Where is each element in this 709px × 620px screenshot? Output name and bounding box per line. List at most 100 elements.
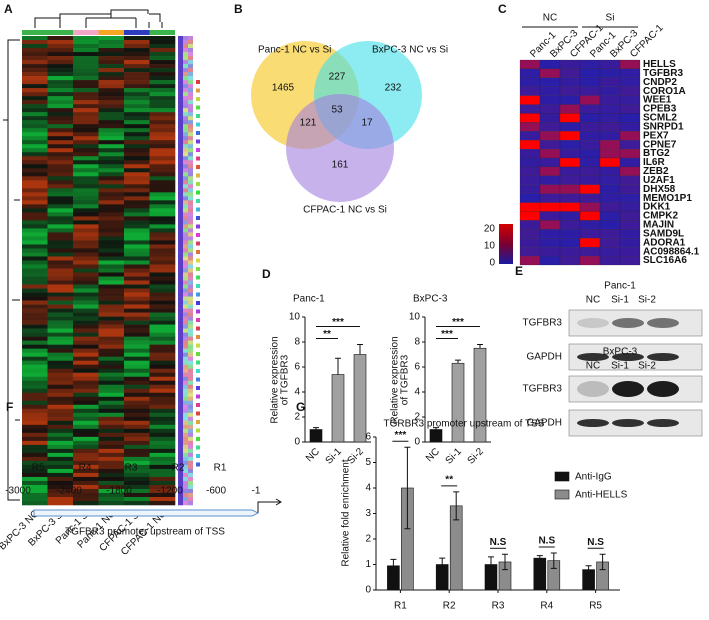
heatmap-cell <box>124 344 150 349</box>
heatmap-cell <box>73 428 99 434</box>
heatmap-cell <box>98 408 125 414</box>
annotation-bar <box>188 304 193 309</box>
heatmap-cell <box>559 211 581 221</box>
heatmap-cell <box>519 113 541 123</box>
heatmap-cell <box>124 484 150 490</box>
heatmap-cell <box>73 196 99 201</box>
annotation-bar <box>188 308 193 313</box>
gene-label: PEX7 <box>643 130 669 141</box>
heatmap-cell <box>73 320 99 325</box>
annotation-bar <box>178 312 183 317</box>
annotation-bar <box>178 336 183 341</box>
heatmap-cell <box>124 136 150 141</box>
annotation-bar <box>183 188 188 193</box>
heatmap-cell <box>124 284 150 289</box>
heatmap-cell <box>73 160 99 165</box>
heatmap-cell <box>98 424 125 430</box>
annotation-bar <box>178 100 183 105</box>
heatmap-cell <box>73 420 99 426</box>
heatmap-cell <box>98 120 125 125</box>
group-label: Si <box>606 13 615 24</box>
column-annotation <box>149 30 175 35</box>
heatmap-cell <box>619 247 641 257</box>
annotation-bar <box>188 208 193 213</box>
heatmap-cell <box>124 372 150 378</box>
position-label: -3000 <box>5 486 31 497</box>
annotation-bar <box>188 464 193 470</box>
annotation-bar <box>178 176 183 181</box>
heatmap-cell <box>149 176 176 181</box>
heatmap-cell <box>73 244 99 249</box>
heatmap-cell <box>47 304 74 309</box>
heatmap-cell <box>47 384 74 390</box>
heatmap-cell <box>559 184 581 194</box>
heatmap-cell <box>519 104 541 114</box>
legend-swatch <box>196 454 200 458</box>
heatmap-cell <box>559 95 581 105</box>
heatmap-cell <box>22 132 48 137</box>
heatmap-cell <box>98 392 125 398</box>
heatmap-cell <box>22 204 48 209</box>
y-axis-label: Relative expression <box>390 336 401 423</box>
heatmap-cell <box>73 188 99 193</box>
annotation-bar <box>188 96 193 101</box>
heatmap-cell <box>22 256 48 261</box>
gene-label: SCML2 <box>643 113 677 124</box>
heatmap-cell <box>47 416 74 422</box>
annotation-bar <box>183 100 188 105</box>
gene-label: CPNE7 <box>643 139 677 150</box>
heatmap-cell <box>47 68 74 73</box>
annotation-bar <box>183 216 188 221</box>
annotation-bar <box>178 108 183 113</box>
heatmap-cell <box>149 156 176 161</box>
heatmap-cell <box>98 136 125 141</box>
heatmap-cell <box>22 412 48 418</box>
annotation-bar <box>178 464 183 470</box>
lane-label: Si-1 <box>611 361 629 372</box>
chart-title: Panc-1 <box>293 294 325 305</box>
blot-band <box>577 318 609 328</box>
heatmap-cell <box>73 92 99 97</box>
heatmap-cell <box>124 164 150 169</box>
heatmap-cell <box>599 86 621 96</box>
heatmap-cell <box>22 388 48 394</box>
heatmap-cell <box>98 80 125 85</box>
y-tick-label: 0 <box>365 585 371 596</box>
heatmap-cell <box>73 252 99 257</box>
heatmap-cell <box>22 296 48 301</box>
heatmap-cell <box>98 108 125 113</box>
heatmap-cell <box>149 120 176 125</box>
heatmap-cell <box>22 328 48 333</box>
annotation-bar <box>183 296 188 301</box>
heatmap-cell <box>47 296 74 301</box>
legend-swatch <box>196 394 200 399</box>
heatmap-cell <box>73 264 99 269</box>
annotation-bar <box>183 48 188 53</box>
heatmap-cell <box>98 348 125 353</box>
heatmap-cell <box>124 116 150 121</box>
heatmap-cell <box>124 168 150 173</box>
heatmap-cell <box>149 240 176 245</box>
blot-band <box>577 419 609 427</box>
annotation-bar <box>188 448 193 454</box>
heatmap-cell <box>98 116 125 121</box>
heatmap-cell <box>149 172 176 177</box>
annotation-bar <box>188 264 193 269</box>
y-tick-label: 4 <box>294 387 300 398</box>
annotation-bar <box>178 420 183 426</box>
annotation-bar <box>178 220 183 225</box>
heatmap-cell <box>22 160 48 165</box>
annotation-bar <box>188 340 193 345</box>
heatmap-cell <box>124 364 150 370</box>
region-label: R5 <box>32 463 45 474</box>
annotation-bar <box>188 144 193 149</box>
heatmap-cell <box>22 464 48 470</box>
annotation-bar <box>183 400 188 406</box>
annotation-bar <box>183 308 188 313</box>
heatmap-cell <box>47 224 74 229</box>
heatmap-cell <box>149 188 176 193</box>
heatmap-cell <box>47 148 74 153</box>
heatmap-cell <box>73 120 99 125</box>
annotation-bar <box>188 76 193 81</box>
heatmap-cell <box>47 476 74 482</box>
